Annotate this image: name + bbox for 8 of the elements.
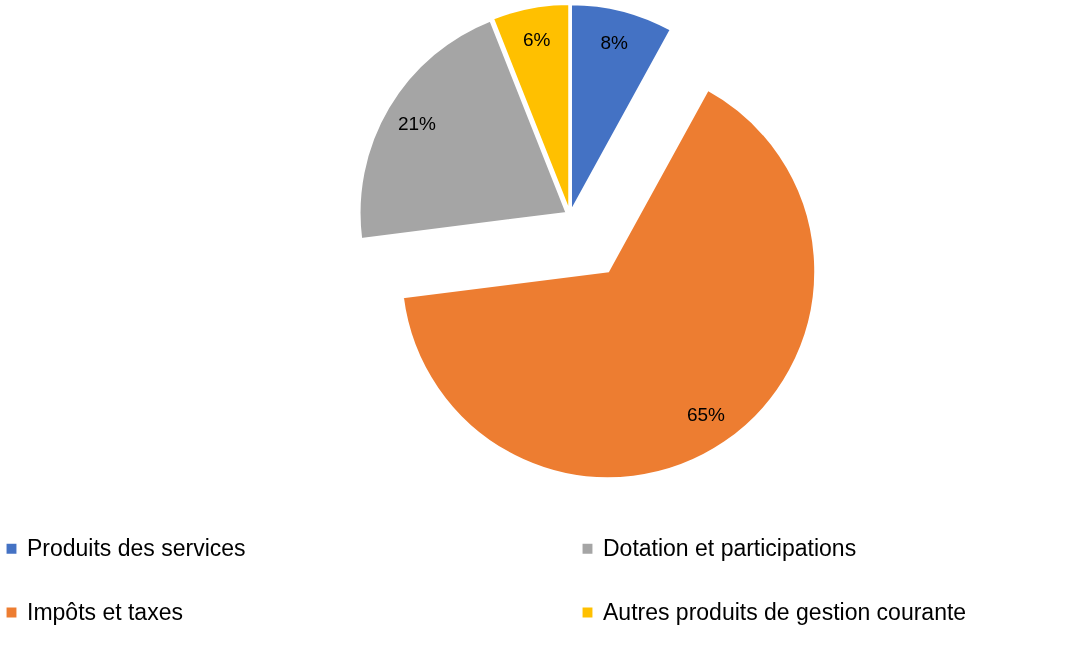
data-label: 6%: [522, 29, 551, 51]
legend-label: Dotation et participations: [603, 534, 857, 561]
legend-label: Impôts et taxes: [27, 598, 183, 625]
data-label: 8%: [600, 31, 629, 53]
data-label: 65%: [686, 404, 726, 426]
data-label: 21%: [397, 113, 437, 135]
legend-label: Autres produits de gestion courante: [603, 598, 967, 625]
legend-label: Produits des services: [27, 534, 246, 561]
